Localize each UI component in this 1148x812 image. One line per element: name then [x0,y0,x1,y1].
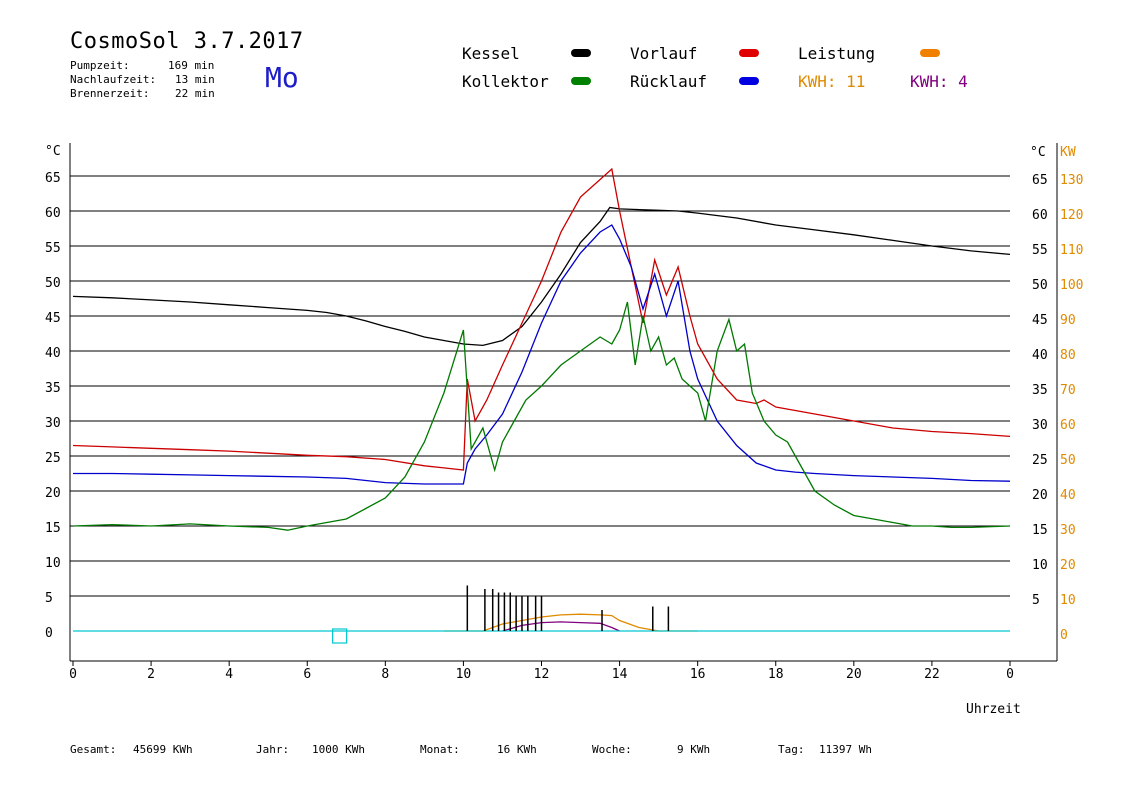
y-tick-label-right: 50 [1032,278,1048,293]
y-unit-right: °C [1030,145,1046,160]
legend-leistung-swatch [920,49,940,57]
y-tick-label-right: 15 [1032,523,1048,538]
stat-pumpzeit-label: Pumpzeit: [70,59,130,72]
footer-monat-label: Monat: [420,743,460,756]
legend-vorlauf-label: Vorlauf [630,44,698,63]
chart-series [72,167,1011,644]
weekday-label: Mo [265,61,299,94]
series-line-kwh-4 [502,621,620,632]
y-tick-label-right: 5 [1032,593,1040,608]
stat-pumpzeit-value: 169 min [168,59,215,72]
baseline-marker [332,628,348,644]
y-tick-label-right: 10 [1032,558,1048,573]
x-tick-label: 0 [69,667,77,682]
footer-gesamt-value: 45699 KWh [133,743,193,756]
y-unit-left: °C [45,144,61,159]
kwh-orange-label: KWH: 11 [798,72,866,91]
series-line-kollektor [72,301,1011,531]
y-tick-label-kw: 80 [1060,348,1076,363]
chart-title: CosmoSol 3.7.2017 [70,29,304,54]
x-axis-label: Uhrzeit [966,702,1021,717]
series-line-r-cklauf [73,224,1011,485]
x-tick-label: 20 [846,667,862,682]
y-tick-label-right: 55 [1032,243,1048,258]
stat-brennerzeit-value: 22 min [175,87,215,100]
y-tick-label-left: 45 [45,311,61,326]
y-tick-label-kw: 0 [1060,628,1068,643]
x-tick-label: 4 [225,667,233,682]
y-tick-label-kw: 40 [1060,488,1076,503]
y-tick-label-kw: 130 [1060,173,1083,188]
y-tick-label-kw: 120 [1060,208,1083,223]
footer-monat-value: 16 KWh [497,743,537,756]
y-tick-label-kw: 60 [1060,418,1076,433]
footer-jahr-label: Jahr: [256,743,290,756]
x-tick-label: 16 [690,667,706,682]
series-line-kessel [72,206,1011,347]
footer-tag-label: Tag: [778,743,805,756]
legend-kollektor-swatch [571,77,591,85]
x-tick-label: 22 [924,667,940,682]
legend-vorlauf-swatch [739,49,759,57]
y-tick-label-kw: 100 [1060,278,1083,293]
y-tick-label-right: 35 [1032,383,1048,398]
chart-grid [70,175,1010,597]
y-tick-label-left: 20 [45,486,61,501]
footer-woche-value: 9 KWh [677,743,711,756]
y-tick-label-right: 60 [1032,208,1048,223]
y-tick-label-right: 45 [1032,313,1048,328]
footer-tag-value: 11397 Wh [819,743,872,756]
x-tick-label: 8 [381,667,389,682]
series-line-vorlauf [72,167,1011,471]
kwh-purple-label: KWH: 4 [910,72,968,91]
y-tick-label-kw: 30 [1060,523,1076,538]
y-tick-label-kw: 70 [1060,383,1076,398]
y-tick-label-right: 25 [1032,453,1048,468]
footer-jahr-value: 1000 KWh [312,743,365,756]
y-tick-label-left: 25 [45,451,61,466]
legend-ruecklauf-swatch [739,77,759,85]
y-tick-label-left: 50 [45,276,61,291]
x-tick-label: 14 [612,667,628,682]
y-tick-label-left: 35 [45,381,61,396]
y-tick-label-right: 20 [1032,488,1048,503]
y-tick-label-left: 55 [45,241,61,256]
x-tick-label: 6 [303,667,311,682]
legend-kessel-label: Kessel [462,44,520,63]
y-tick-label-kw: 110 [1060,243,1083,258]
y-tick-label-right: 40 [1032,348,1048,363]
y-tick-label-left: 65 [45,171,61,186]
y-tick-label-left: 10 [45,556,61,571]
footer-gesamt-label: Gesamt: [70,743,117,756]
x-tick-label: 12 [534,667,550,682]
legend-leistung-label: Leistung [798,44,876,63]
y-tick-label-left: 5 [45,591,53,606]
y-tick-label-kw: 20 [1060,558,1076,573]
chart-ticks: 05101520253035404550556065°C510152025303… [45,144,1083,682]
legend-kollektor-label: Kollektor [462,72,549,91]
x-tick-label: 18 [768,667,784,682]
y-tick-label-kw: 90 [1060,313,1076,328]
chart-axes [69,143,1058,666]
y-tick-label-left: 30 [45,416,61,431]
y-tick-label-right: 30 [1032,418,1048,433]
y-tick-label-kw: 10 [1060,593,1076,608]
legend-kessel-swatch [571,49,591,57]
y-tick-label-left: 0 [45,626,53,641]
y-tick-label-left: 40 [45,346,61,361]
legend-ruecklauf-label: Rücklauf [630,72,708,91]
stat-nachlaufzeit-value: 13 min [175,73,215,86]
y-tick-label-kw: 50 [1060,453,1076,468]
y-tick-label-left: 15 [45,521,61,536]
x-tick-label: 10 [456,667,472,682]
stat-nachlaufzeit-label: Nachlaufzeit: [70,73,157,86]
footer-woche-label: Woche: [592,743,632,756]
stat-brennerzeit-label: Brennerzeit: [70,87,150,100]
y-tick-label-right: 65 [1032,173,1048,188]
x-tick-label: 0 [1006,667,1014,682]
x-tick-label: 2 [147,667,155,682]
y-tick-label-left: 60 [45,206,61,221]
y-unit-kw: KW [1060,145,1076,160]
